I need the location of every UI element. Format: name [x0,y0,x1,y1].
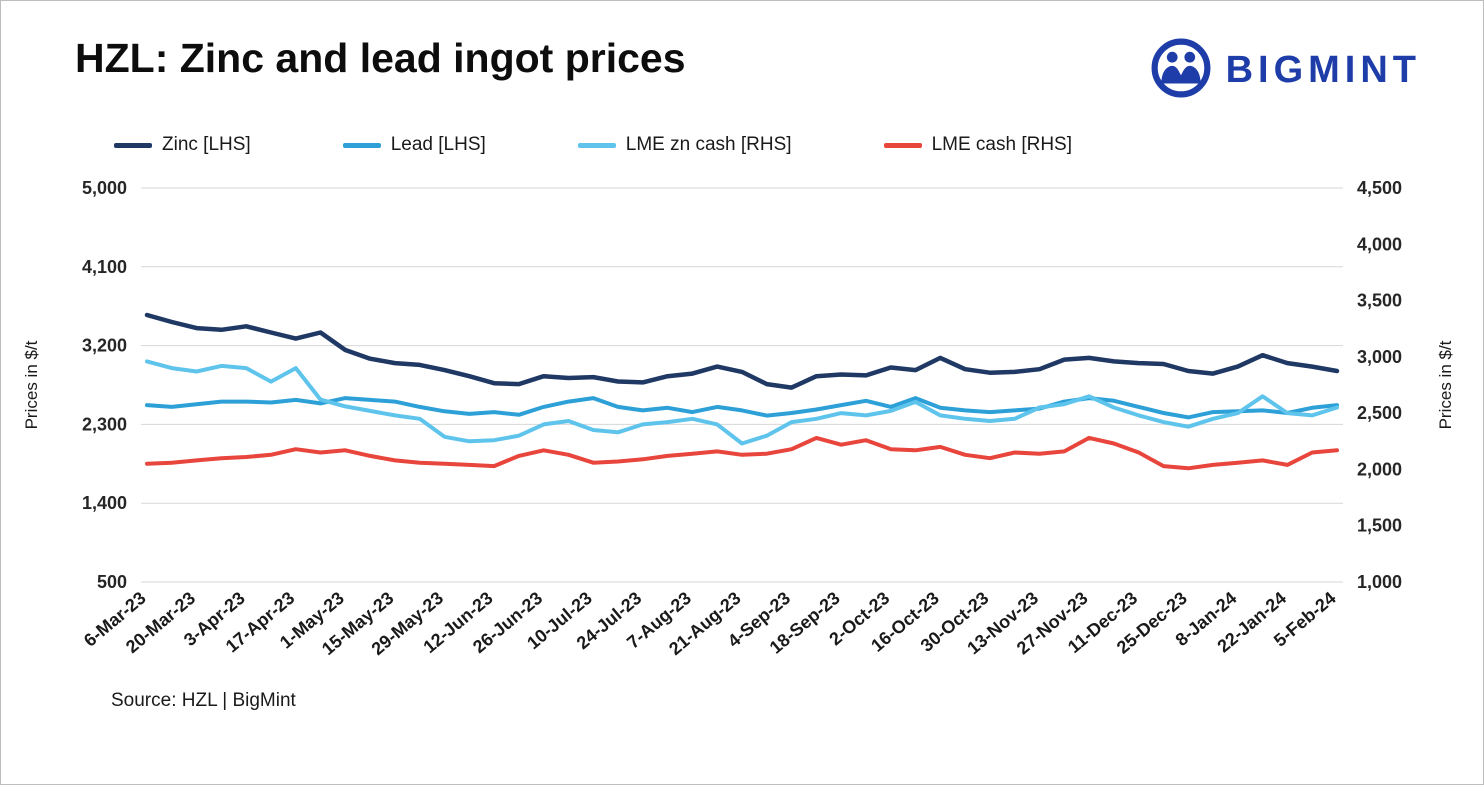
legend-item-2: Lead [LHS] [342,134,486,156]
source-note: Source: HZL | BigMint [111,690,296,711]
series-line-lme-zn-cash-rhs [145,359,1339,446]
bigmint-logo-text: BIGMINT [1225,49,1421,91]
chart-legend: Zinc [LHS] Lead [LHS] LME zn cash [RHS] LME… [114,134,1483,156]
left-axis-tick: 5,000 [82,178,127,198]
legend-label: Zinc [LHS] [162,134,251,155]
right-axis-tick: 3,000 [1357,347,1402,367]
legend-label: Lead [LHS] [390,134,486,155]
left-axis-title: Prices in $/t [22,340,41,429]
legend-label: LME cash [RHS] [931,134,1072,155]
right-axis-tick: 1,000 [1357,572,1402,592]
right-axis-tick: 3,500 [1357,291,1402,311]
left-axis-tick: 4,100 [82,257,127,277]
page-header: HZL: Zinc and lead ingot prices BIGMINT [1,1,1483,104]
right-axis-tick: 2,000 [1357,459,1402,479]
legend-swatch [114,142,152,148]
right-axis-title: Prices in $/t [1436,340,1455,429]
bigmint-logo: BIGMINT [1150,37,1421,104]
legend-item-4: LME cash [RHS] [883,134,1072,156]
series-line-lead-lhs [145,396,1339,420]
right-axis-tick: 1,500 [1357,516,1402,536]
legend-item-1: Zinc [LHS] [114,134,251,156]
right-axis-tick: 4,500 [1357,178,1402,198]
legend-swatch [577,142,616,148]
series-line-lme-cash-rhs [145,435,1339,471]
left-axis-tick: 2,300 [82,414,127,434]
price-chart: 5,000 4,100 3,200 2,300 1,400 500 4,500 4,000 3,… [22,178,1455,659]
left-axis-tick: 3,200 [82,336,127,356]
legend-label: LME zn cash [RHS] [625,134,792,155]
legend-swatch [883,142,922,148]
right-axis-tick: 2,500 [1357,403,1402,423]
legend-item-3: LME zn cash [RHS] [577,134,792,156]
bigmint-logo-icon [1150,37,1212,104]
legend-swatch [342,142,381,148]
series-line-zinc-lhs [144,312,1340,390]
right-axis-tick: 4,000 [1357,234,1402,254]
page-title: HZL: Zinc and lead ingot prices [75,35,686,81]
left-axis-tick: 1,400 [82,493,127,513]
left-axis-tick: 500 [97,572,127,592]
